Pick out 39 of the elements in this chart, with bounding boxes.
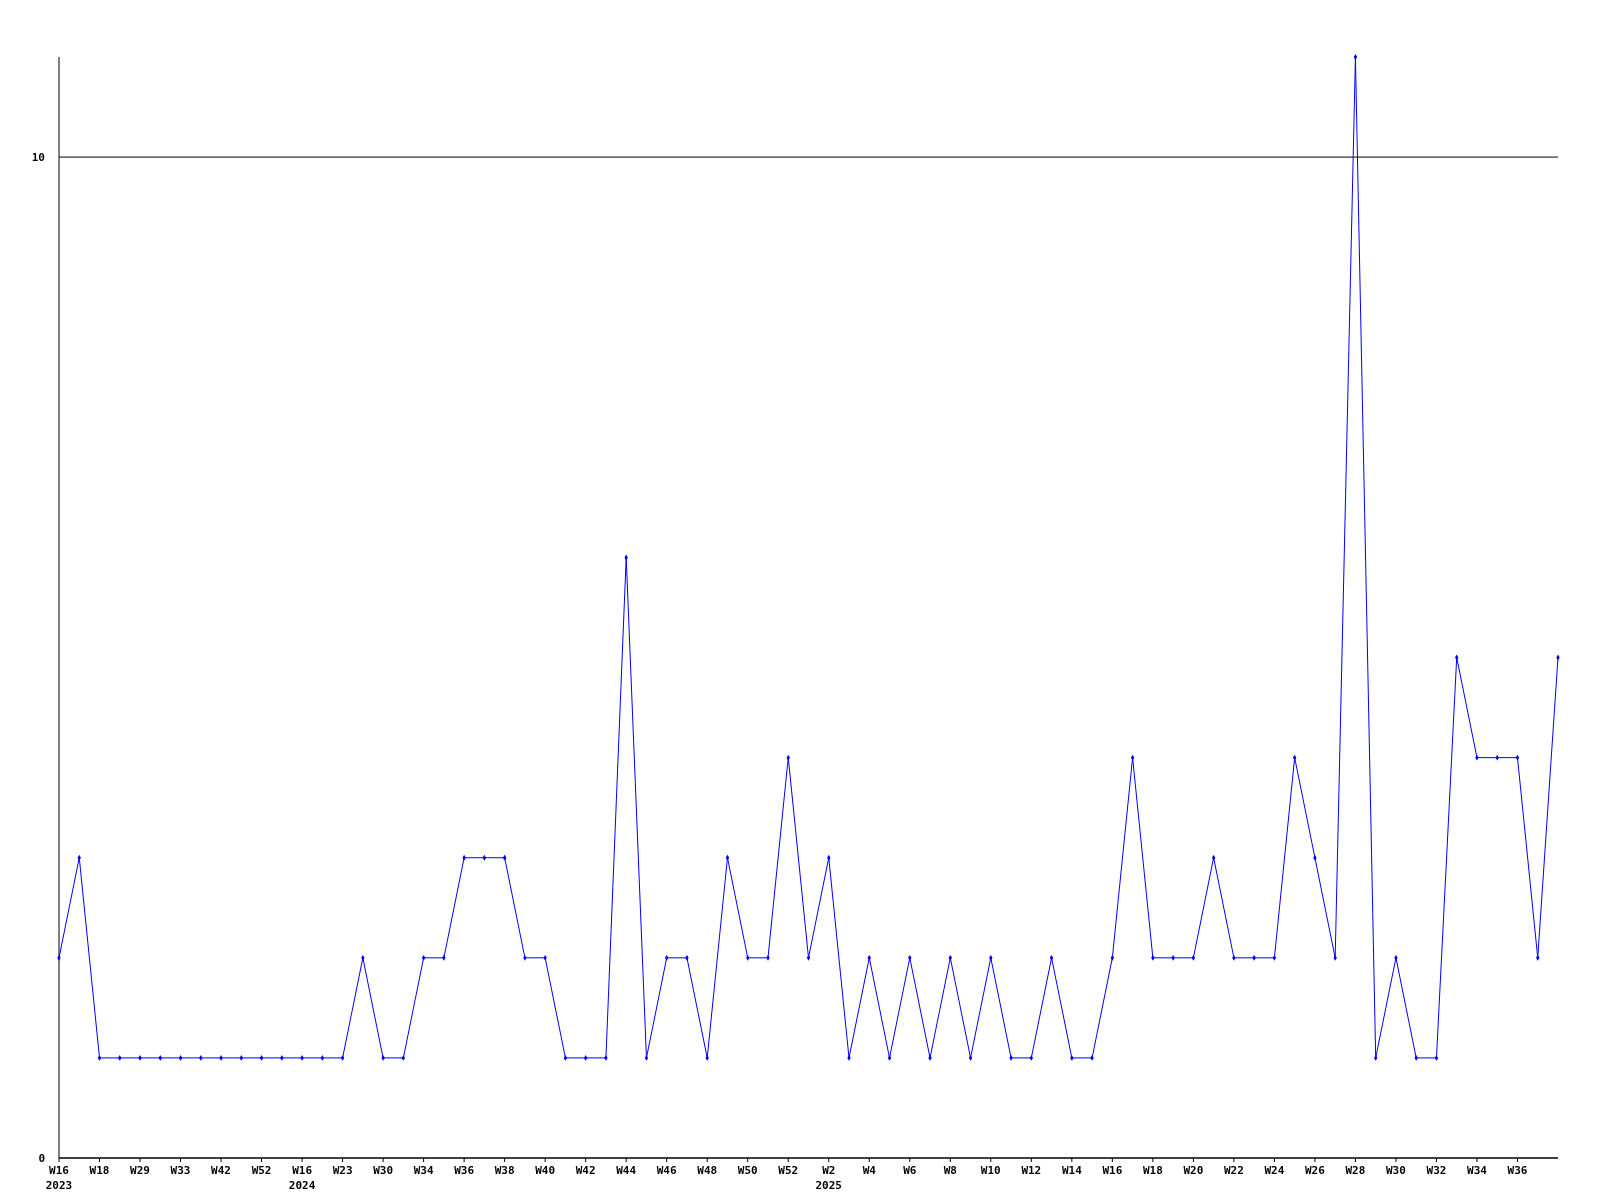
x-tick-label: W44 (616, 1164, 637, 1177)
x-tick-label: W52 (251, 1164, 272, 1177)
x-tick-label: W6 (903, 1164, 917, 1177)
x-tick-label: W12 (1021, 1164, 1042, 1177)
x-tick-label: W10 (980, 1164, 1001, 1177)
x-tick-label: W42 (211, 1164, 231, 1177)
x-tick-label: W48 (697, 1164, 718, 1177)
x-tick-label: W26 (1304, 1164, 1326, 1177)
x-tick-label: W42 (575, 1164, 596, 1177)
x-tick-label: W40 (535, 1164, 556, 1177)
x-tick-label: W32 (1426, 1164, 1447, 1177)
x-tick-label: W16 2023 (45, 1164, 73, 1192)
x-tick-label: W36 (454, 1164, 475, 1177)
x-tick-label: W38 (494, 1164, 515, 1177)
x-tick-label: W28 (1345, 1164, 1366, 1177)
x-tick-label: W2 2025 (815, 1164, 843, 1192)
x-tick-label: W8 (943, 1164, 957, 1177)
x-tick-label: W24 (1264, 1164, 1285, 1177)
x-tick-label: W22 (1223, 1164, 1244, 1177)
x-tick-label: W36 (1507, 1164, 1528, 1177)
x-tick-label: W52 (778, 1164, 799, 1177)
x-tick-label: W34 (1467, 1164, 1488, 1177)
x-tick-label: W4 (862, 1164, 877, 1177)
x-tick-label: W20 (1183, 1164, 1204, 1177)
x-tick-label: W16 2024 (288, 1164, 316, 1192)
x-tick-label: W18 (89, 1164, 110, 1177)
y-tick-label: 10 (31, 150, 45, 164)
x-tick-label: W29 (130, 1164, 150, 1177)
x-tick-label: W50 (737, 1164, 758, 1177)
x-tick-label: W34 (413, 1164, 434, 1177)
y-tick-label: 0 (38, 1151, 45, 1165)
x-tick-label: W46 (656, 1164, 678, 1177)
x-tick-label: W23 (332, 1164, 353, 1177)
x-tick-label: W30 (1386, 1164, 1406, 1177)
x-tick-label: W16 (1102, 1164, 1123, 1177)
x-tick-label: W14 (1061, 1164, 1083, 1177)
x-tick-label: W33 (170, 1164, 191, 1177)
x-tick-label: W18 (1142, 1164, 1163, 1177)
x-tick-label: W30 (373, 1164, 394, 1177)
